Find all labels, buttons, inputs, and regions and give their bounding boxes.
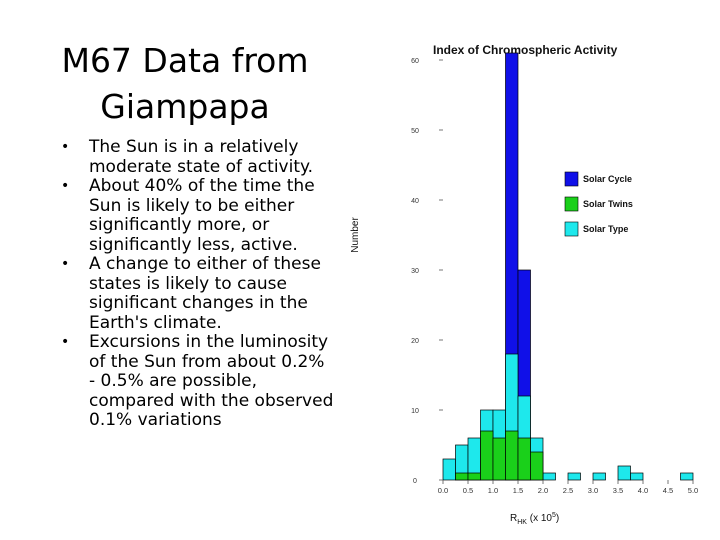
bar-solar-twins	[492, 437, 506, 481]
y-tick-label: 60	[411, 58, 419, 65]
x-tick-label: 4.5	[663, 486, 673, 495]
bar-solar-type	[592, 472, 606, 481]
y-tick-label: 40	[411, 198, 419, 205]
legend-swatch	[564, 171, 579, 187]
bar-solar-twins	[467, 472, 481, 481]
bar-solar-type	[442, 458, 456, 481]
axes-layer: 0 10 20 30 40 50 60 0.0 0.5 1.0 1.5 2.0 2.5 3.0 3.5 4.0…	[411, 58, 698, 495]
x-axis-label-sup: 5	[552, 512, 556, 519]
x-axis-label-rest: (x 10	[527, 513, 552, 524]
chart-title: Index of Chromospheric Activity	[433, 43, 618, 57]
y-axis-label: Number	[350, 217, 361, 253]
bars-layer	[442, 52, 694, 481]
x-tick-label: 3.0	[588, 486, 598, 495]
x-tick-label: 1.5	[513, 486, 523, 495]
bullet-item: The Sun is in a relatively moderate stat…	[55, 137, 335, 177]
bar-solar-type	[680, 472, 694, 481]
bar-solar-type	[542, 472, 556, 481]
x-tick-label: 0.5	[463, 486, 473, 495]
x-axis-label-sub: HK	[517, 519, 527, 526]
legend-swatch	[564, 196, 579, 212]
legend-label: Solar Twins	[583, 199, 633, 209]
x-tick-label: 2.0	[538, 486, 548, 495]
x-tick-label: 4.0	[638, 486, 648, 495]
x-tick-label: 0.0	[438, 486, 448, 495]
legend-swatch	[564, 221, 579, 237]
bar-solar-twins	[517, 437, 531, 481]
bar-solar-twins	[505, 430, 519, 481]
bar-solar-twins	[480, 430, 494, 481]
x-axis-label: RHK (x 105)	[510, 512, 559, 526]
bullet-item: A change to either of these states is li…	[55, 254, 335, 333]
x-tick-label: 1.0	[488, 486, 498, 495]
x-axis-label-main: R	[510, 513, 517, 524]
bullet-item: About 40% of the time the Sun is likely …	[55, 176, 335, 255]
bullet-item: Excursions in the luminosity of the Sun …	[55, 332, 335, 431]
y-tick-label: 0	[413, 478, 417, 485]
y-tick-label: 10	[411, 408, 419, 415]
bullet-list: The Sun is in a relatively moderate stat…	[55, 137, 335, 431]
x-tick-label: 3.5	[613, 486, 623, 495]
bar-solar-type	[630, 472, 644, 481]
y-tick-label: 20	[411, 338, 419, 345]
legend-label: Solar Cycle	[583, 174, 632, 184]
y-tick-label: 50	[411, 128, 419, 135]
bar-solar-type	[567, 472, 581, 481]
legend: Solar Cycle Solar Twins Solar Type	[564, 171, 633, 237]
bar-solar-twins	[530, 451, 544, 481]
y-tick-label: 30	[411, 268, 419, 275]
legend-label: Solar Type	[583, 224, 628, 234]
slide-title: M67 Data from Giampapa	[61, 41, 309, 126]
x-tick-label: 5.0	[688, 486, 698, 495]
x-tick-label: 2.5	[563, 486, 573, 495]
histogram-chart: Index of Chromospheric Activity Number 0…	[350, 43, 698, 526]
x-axis-label-close: )	[556, 513, 559, 524]
bar-solar-type	[617, 465, 631, 481]
bar-solar-twins	[455, 472, 469, 481]
